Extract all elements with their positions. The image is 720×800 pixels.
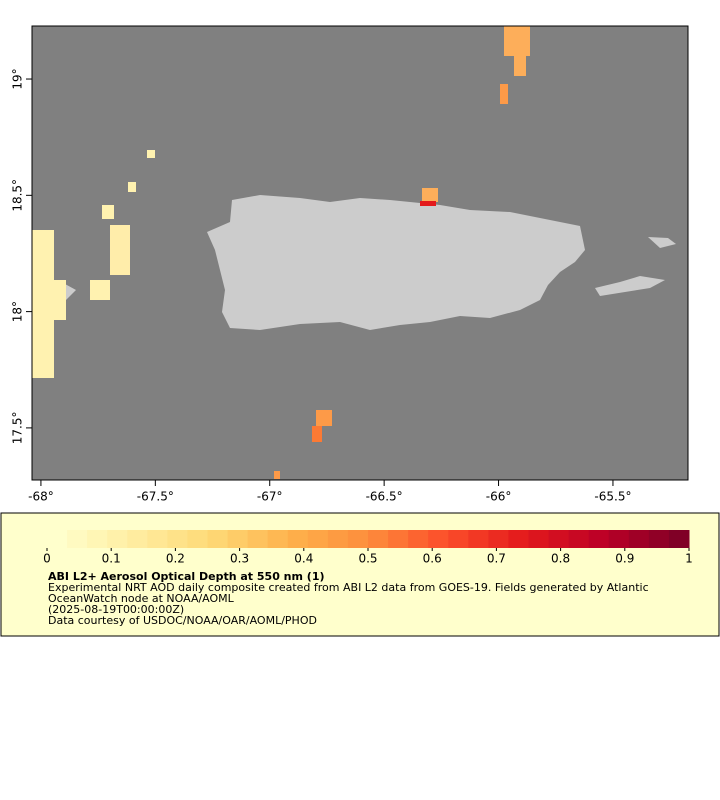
colorbar-tick-label: 0.5 — [358, 552, 377, 566]
land — [52, 195, 676, 330]
colorbar-tick-label: 0.9 — [615, 552, 634, 566]
colorbar-swatch — [468, 530, 489, 548]
colorbar-swatch — [628, 530, 650, 548]
legend-line: (2025-08-19T00:00:00Z) — [48, 603, 184, 616]
colorbar-tick-label: 0.4 — [294, 552, 313, 566]
colorbar-tick-label: 1 — [685, 552, 693, 566]
colorbar-swatch — [488, 530, 509, 548]
colorbar-swatch — [167, 530, 188, 548]
x-tick-label: -67° — [257, 490, 283, 504]
x-tick-label: -66.5° — [366, 490, 403, 504]
y-tick-label: 19° — [11, 68, 25, 89]
colorbar-swatch — [127, 530, 148, 548]
colorbar-swatch — [207, 530, 229, 548]
colorbar-swatch — [608, 530, 630, 548]
colorbar-swatch — [107, 530, 128, 548]
y-tick-label: 18.5° — [11, 179, 25, 212]
x-tick-label: -68° — [28, 490, 54, 504]
colorbar-swatch — [648, 530, 670, 548]
aerosol-pixels — [32, 26, 530, 479]
legend-line: Data courtesy of USDOC/NOAA/OAR/AOML/PHO… — [48, 614, 317, 627]
colorbar-tick-label: 0.6 — [423, 552, 442, 566]
colorbar-swatch — [227, 530, 249, 548]
colorbar-tick-label: 0.3 — [230, 552, 249, 566]
colorbar-swatch — [408, 530, 429, 548]
colorbar-swatch — [448, 530, 469, 548]
colorbar-tick-label: 0.1 — [102, 552, 121, 566]
colorbar-swatch — [187, 530, 208, 548]
colorbar-swatch — [267, 530, 289, 548]
x-tick-label: -65.5° — [594, 490, 631, 504]
colorbar-tick-label: 0.2 — [166, 552, 185, 566]
colorbar-swatch — [287, 530, 309, 548]
legend-line: Experimental NRT AOD daily composite cre… — [48, 581, 649, 594]
colorbar-swatch — [327, 530, 349, 548]
x-tick-label: -67.5° — [137, 490, 174, 504]
colorbar-swatch — [368, 530, 389, 548]
colorbar-swatch — [147, 530, 168, 548]
colorbar-swatch — [47, 530, 68, 548]
colorbar-swatch — [247, 530, 269, 548]
colorbar-swatch — [668, 530, 690, 548]
legend-line: OceanWatch node at NOAA/AOML — [48, 592, 235, 605]
colorbar-swatch — [568, 530, 590, 548]
colorbar-swatch — [307, 530, 329, 548]
colorbar-swatch — [508, 530, 529, 548]
colorbar-swatch — [388, 530, 409, 548]
legend-title: ABI L2+ Aerosol Optical Depth at 550 nm … — [48, 570, 325, 583]
colorbar-swatch — [588, 530, 610, 548]
colorbar-tick-label: 0 — [43, 552, 51, 566]
colorbar-tick-label: 0.8 — [551, 552, 570, 566]
plot-frame — [31, 25, 689, 481]
y-tick-label: 18° — [11, 301, 25, 322]
colorbar-swatch — [347, 530, 369, 548]
colorbar-swatch — [528, 530, 550, 548]
colorbar-swatch — [548, 530, 570, 548]
colorbar-swatch — [67, 530, 88, 548]
x-tick-label: -66° — [486, 490, 512, 504]
colorbar-swatch — [87, 530, 108, 548]
colorbar-swatch — [428, 530, 449, 548]
colorbar-tick-label: 0.7 — [487, 552, 506, 566]
y-tick-label: 17.5° — [11, 412, 25, 445]
